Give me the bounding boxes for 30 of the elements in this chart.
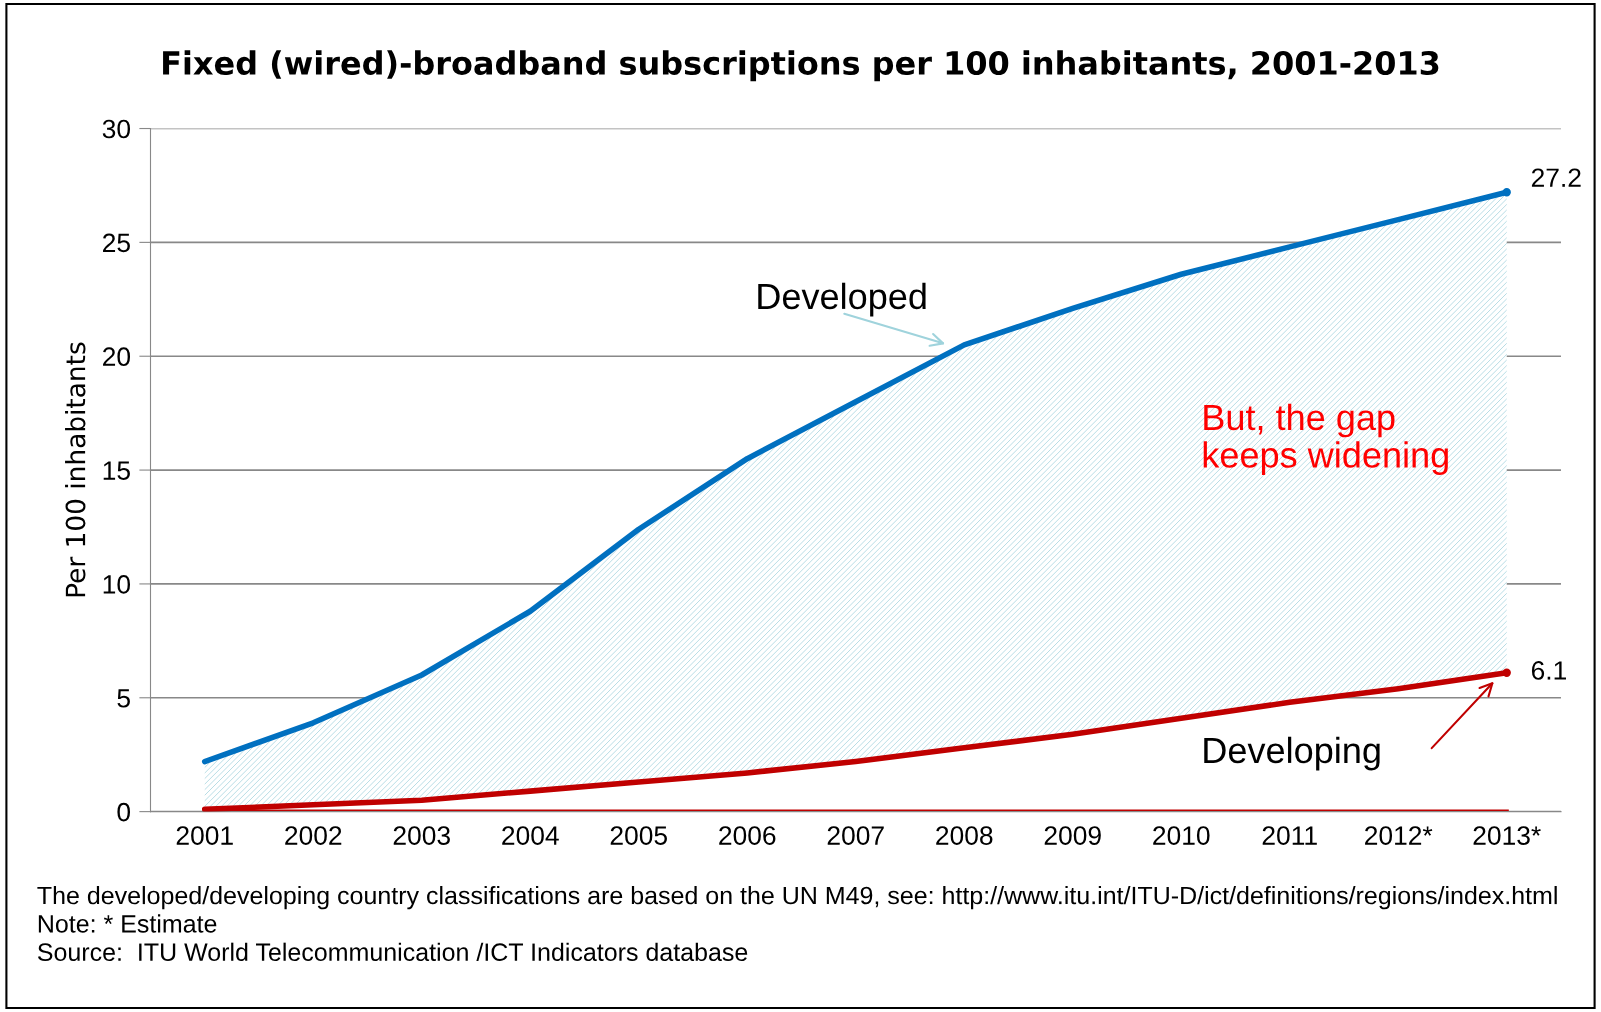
y-tick-label: 10 — [103, 575, 131, 594]
chart-title: Fixed (wired)-broadband subscriptions per 100 inhabitants, 2001-2013 — [163, 50, 1439, 82]
annotation: But, the gap keeps widening — [1203, 403, 1448, 475]
y-axis-title: Per 100 inhabitants — [65, 342, 86, 597]
series-label: Developed — [758, 282, 926, 317]
x-tick-label: 2002 — [285, 826, 342, 845]
y-tick-label: 15 — [103, 461, 130, 480]
source-note: Source: ITU World Telecommunication /ICT Indicators database — [37, 942, 748, 962]
x-tick-label: 2005 — [610, 826, 667, 845]
x-tick-label: 2009 — [1044, 826, 1101, 845]
x-tick-label: 2008 — [936, 826, 993, 845]
x-tick-label: 2004 — [502, 826, 559, 845]
x-tick-label: 2007 — [827, 826, 884, 845]
x-tick-label: 2010 — [1153, 826, 1210, 845]
y-tick-label: 20 — [103, 347, 131, 367]
text: Note: * Estimate — [38, 914, 217, 933]
x-tick-label: 2011 — [1262, 826, 1317, 845]
y-tick-label: 0 — [117, 802, 131, 822]
x-tick-label: 2001 — [176, 826, 233, 845]
x-tick-label: 2012* — [1365, 826, 1433, 845]
y-tick-label: 30 — [102, 119, 131, 139]
data-label: 6.1 — [1531, 661, 1566, 680]
x-tick-label: 2006 — [719, 826, 776, 845]
series-label: Developing — [1204, 736, 1380, 771]
x-tick-label: 2003 — [393, 826, 450, 845]
data-label: 27.2 — [1531, 168, 1581, 187]
y-tick-label: 25 — [103, 233, 130, 253]
text: The developed/developing country classifications are based on the UN M49, see: http://www.itu.int/ITU-D/ict/definitions/regions/index.html — [37, 885, 1557, 910]
x-tick-label: 2013* — [1473, 826, 1541, 845]
y-tick-label: 5 — [117, 689, 130, 708]
